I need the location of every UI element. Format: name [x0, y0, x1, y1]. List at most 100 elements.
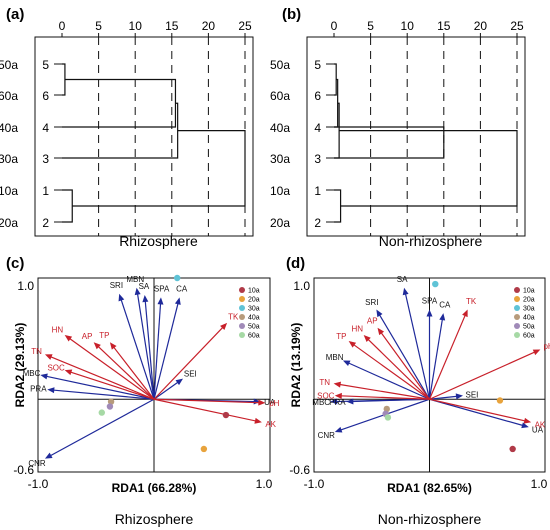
- env-arrow-label: SRI: [365, 298, 378, 307]
- env-arrow-head: [330, 398, 338, 405]
- dendrogram-panel-a: (a) 0 5 10 15 20 25 50a 5 60a 6 40a 4 30a 3 10a 1 20a 2 Rhi…: [0, 6, 254, 249]
- x-axis-label: RDA1 (66.28%): [112, 481, 197, 495]
- env-arrow-head: [174, 297, 181, 305]
- env-arrow-line: [153, 302, 179, 400]
- legend-label: 30a: [248, 306, 260, 313]
- sample-point: [107, 398, 115, 405]
- env-arrow-label: SRI: [110, 281, 123, 290]
- rda-panel-d: (d) 1.0 -0.6-1.0 1.0 RDA1 (82.65%) RDA2 (13.1…: [286, 255, 550, 527]
- soil-arrow-label: pH: [269, 399, 279, 408]
- legend-label: 40a: [523, 315, 535, 322]
- legend-marker: [514, 323, 520, 329]
- sample-point: [432, 280, 439, 288]
- soil-arrow-head: [334, 392, 342, 399]
- leaf-number: 2: [42, 216, 49, 230]
- tick-label: 15: [437, 19, 451, 33]
- panel-name: Rhizosphere: [115, 511, 194, 527]
- env-arrow-label: UA: [532, 426, 544, 435]
- soil-arrow-head: [462, 309, 468, 318]
- dendrogram-link: [62, 189, 73, 223]
- leaf-number: 4: [314, 121, 321, 135]
- leaf-name: 60a: [0, 89, 18, 103]
- panel-label: (d): [286, 255, 305, 272]
- soil-arrow-line: [68, 337, 155, 400]
- env-arrow-line: [347, 362, 430, 400]
- soil-arrow-head: [532, 349, 541, 356]
- sample-point: [174, 274, 181, 282]
- env-arrow-head: [47, 387, 55, 394]
- leaf-number: 6: [314, 89, 321, 103]
- y-tick-label: -0.6: [13, 463, 34, 477]
- leaf-name: 50a: [270, 58, 290, 72]
- legend-marker: [514, 332, 520, 338]
- dendrogram-link: [334, 126, 445, 159]
- legend-marker: [514, 305, 520, 311]
- tick-label: 10: [129, 19, 143, 33]
- soil-arrow-label: TK: [228, 312, 239, 321]
- soil-arrow-line: [153, 326, 224, 400]
- soil-arrow-label: AK: [535, 420, 546, 429]
- panel-label: (a): [6, 6, 24, 23]
- soil-arrow-line: [339, 383, 430, 400]
- soil-arrow-label: pH: [543, 342, 550, 351]
- legend-label: 20a: [523, 297, 535, 304]
- legend-label: 60a: [248, 333, 260, 340]
- soil-arrow-label: TK: [466, 297, 477, 306]
- env-arrow-label: CNR: [318, 431, 336, 440]
- leaf-name: 30a: [270, 152, 290, 166]
- x-tick-label: 1.0: [531, 477, 548, 491]
- sample-point: [509, 445, 516, 453]
- env-arrow-head: [175, 378, 183, 386]
- soil-arrow-line: [112, 346, 155, 400]
- soil-arrow-line: [97, 345, 155, 400]
- leaf-number: 2: [314, 216, 321, 230]
- leaf-number: 3: [314, 152, 321, 166]
- env-arrow-head: [455, 393, 463, 400]
- env-arrow-head: [40, 373, 48, 380]
- env-arrow-line: [428, 318, 444, 400]
- soil-arrow-line: [49, 355, 155, 400]
- env-arrow-line: [429, 398, 524, 427]
- leaf-number: 3: [42, 152, 49, 166]
- legend-label: 20a: [248, 297, 260, 304]
- env-arrow-head: [521, 422, 529, 429]
- leaf-number: 5: [314, 58, 321, 72]
- x-tick-label: -1.0: [28, 477, 49, 491]
- legend-marker: [514, 314, 520, 320]
- soil-arrow-label: SOC: [317, 391, 335, 400]
- sample-point: [496, 397, 504, 404]
- soil-arrow-line: [367, 338, 430, 400]
- leaf-number: 6: [42, 89, 49, 103]
- leaf-name: 30a: [0, 152, 18, 166]
- env-arrow-head: [334, 426, 343, 433]
- x-axis-label: RDA1 (82.65%): [387, 481, 472, 495]
- env-arrow-line: [153, 302, 162, 400]
- leaf-name: 40a: [270, 121, 290, 135]
- leaf-name: 10a: [0, 184, 18, 198]
- env-arrow-label: CA: [439, 300, 451, 309]
- panel-name: Non-rhizosphere: [378, 511, 482, 527]
- soil-arrow-label: TP: [336, 332, 346, 341]
- panel-name: Non-rhizosphere: [379, 233, 483, 249]
- tick-label: 10: [401, 19, 415, 33]
- soil-arrow-label: TP: [99, 331, 109, 340]
- tick-label: 25: [238, 19, 252, 33]
- leaf-name: 50a: [0, 58, 18, 72]
- soil-arrow-line: [153, 398, 257, 422]
- soil-arrow-head: [333, 381, 342, 388]
- soil-arrow-line: [429, 398, 526, 422]
- legend-marker: [239, 305, 245, 311]
- dendrogram-link: [62, 102, 179, 159]
- dendrogram-link: [62, 63, 66, 96]
- env-arrow-label: SEI: [184, 369, 197, 378]
- soil-arrow-line: [153, 398, 260, 404]
- soil-arrow-line: [340, 395, 430, 400]
- soil-arrow-label: TN: [319, 378, 330, 387]
- tick-label: 20: [474, 19, 488, 33]
- env-arrow-line: [429, 395, 458, 400]
- env-arrow-line: [378, 314, 431, 400]
- y-axis-label: RDA2 (29.13%): [13, 323, 27, 408]
- tick-label: 20: [202, 19, 216, 33]
- leaf-name: 40a: [0, 121, 18, 135]
